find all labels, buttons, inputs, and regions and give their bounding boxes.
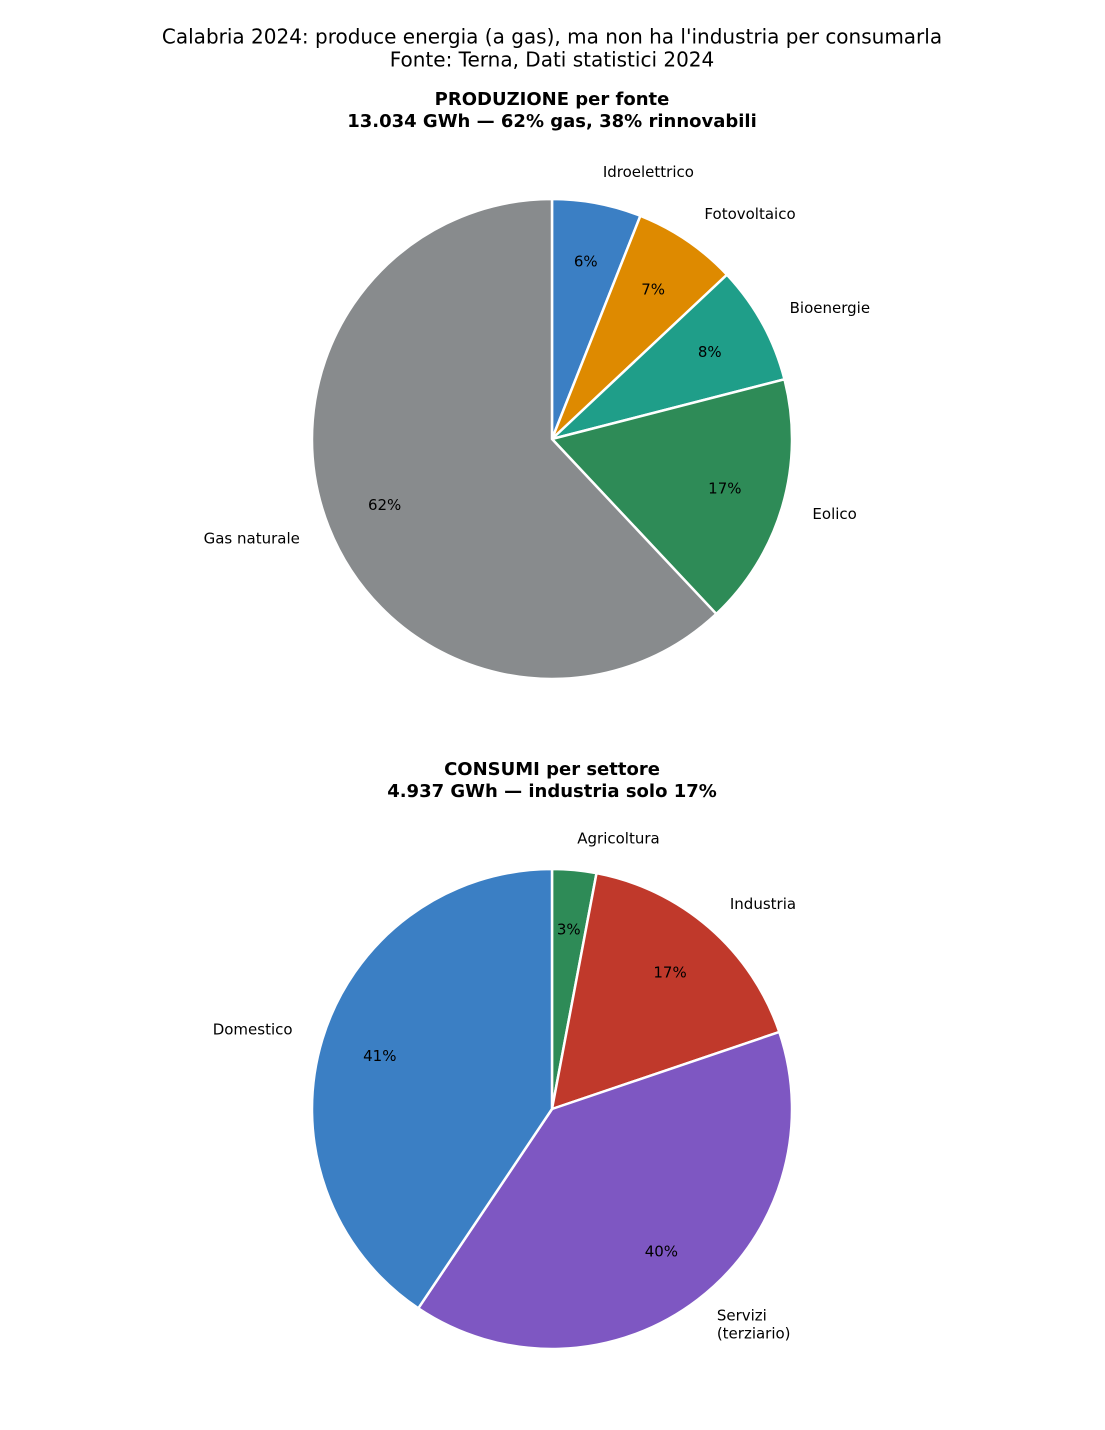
slice-label: Domestico xyxy=(213,1021,293,1039)
figure-subtitle: Fonte: Terna, Dati statistici 2024 xyxy=(390,48,715,72)
slice-percent: 8% xyxy=(698,343,722,361)
slice-label: Industria xyxy=(730,895,796,913)
pie-slice xyxy=(550,214,729,440)
pie-slice xyxy=(416,1030,794,1351)
slice-percent: 7% xyxy=(641,281,665,299)
slice-label: Gas naturale xyxy=(204,529,300,547)
chart-subtitle: 4.937 GWh — industria solo 17% xyxy=(387,781,717,802)
slice-label: Bioenergie xyxy=(790,299,870,317)
slice-percent: 40% xyxy=(645,1242,678,1260)
slice-percent: 6% xyxy=(574,253,598,271)
slice-label: Idroelettrico xyxy=(603,163,694,181)
slice-label: Fotovoltaico xyxy=(704,205,795,223)
slice-label: Agricoltura xyxy=(577,829,659,847)
pie-slice xyxy=(551,272,786,441)
slice-percent: 62% xyxy=(368,496,401,514)
pie-slice xyxy=(310,867,554,1311)
pie-slice xyxy=(310,197,719,681)
chart-title: CONSUMI per settore xyxy=(444,759,660,780)
chart-title: PRODUZIONE per fonte xyxy=(435,89,670,110)
slice-label: Eolico xyxy=(812,505,856,523)
slice-percent: 17% xyxy=(653,964,686,982)
pie-slice xyxy=(549,377,794,616)
slice-percent: 3% xyxy=(557,920,581,938)
slice-label: Servizi (terziario) xyxy=(717,1306,791,1342)
chart-subtitle: 13.034 GWh — 62% gas, 38% rinnovabili xyxy=(347,111,757,132)
figure-title: Calabria 2024: produce energia (a gas), … xyxy=(162,25,942,49)
slice-percent: 41% xyxy=(363,1047,396,1065)
slice-percent: 17% xyxy=(708,480,741,498)
